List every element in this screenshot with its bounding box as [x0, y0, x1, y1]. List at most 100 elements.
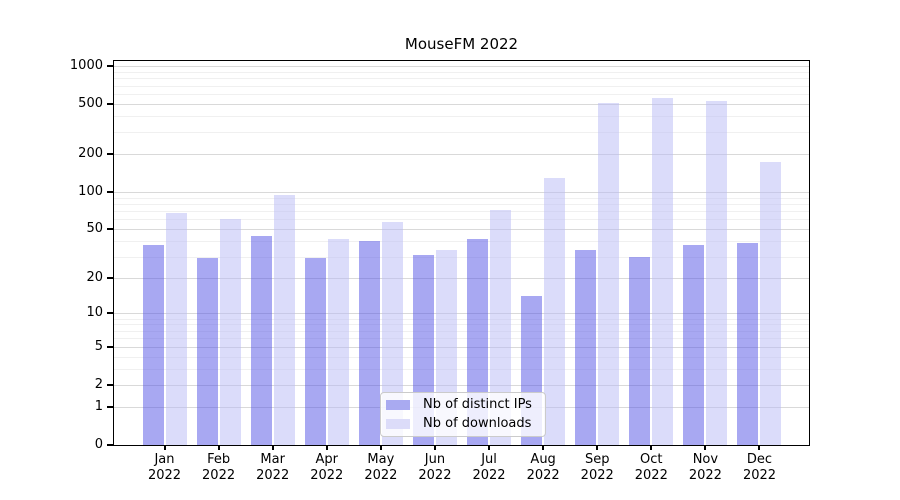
- gridline-minor: [114, 324, 809, 326]
- legend-swatch-ips: [386, 400, 410, 411]
- x-tick-label: Mar 2022: [256, 452, 290, 483]
- gridline-minor: [114, 256, 809, 258]
- y-tick-mark: [107, 228, 114, 231]
- y-tick-label: 1000: [69, 58, 103, 73]
- gridline-major: [114, 313, 809, 315]
- bar-downloads: [490, 209, 512, 445]
- bar-distinct-ips: [250, 236, 272, 445]
- legend-entry-distinct-ips: Nb of distinct IPs: [386, 397, 539, 413]
- bar-downloads: [652, 98, 674, 445]
- y-tick-label: 100: [78, 183, 103, 199]
- y-tick-label: 5: [94, 338, 103, 354]
- y-tick-mark: [107, 190, 114, 193]
- bar-distinct-ips: [737, 242, 759, 445]
- x-tick-label: Jul 2022: [472, 452, 506, 483]
- bar-distinct-ips: [629, 256, 651, 445]
- bar-downloads: [219, 219, 241, 445]
- y-tick-label: 200: [78, 146, 103, 162]
- legend-label-downloads: Nb of downloads: [423, 415, 532, 431]
- x-tick-mark: [758, 446, 761, 450]
- x-tick-mark: [325, 446, 328, 450]
- gridline-minor: [114, 219, 809, 221]
- x-tick-label: May 2022: [364, 452, 398, 483]
- y-tick-mark: [107, 405, 114, 408]
- bar-downloads: [165, 212, 187, 445]
- gridline-major: [114, 66, 809, 67]
- gridline-minor: [114, 203, 809, 205]
- gridline-major: [114, 346, 809, 348]
- gridline-minor: [114, 211, 809, 213]
- y-tick-label: 50: [86, 221, 103, 237]
- legend-entry-downloads: Nb of downloads: [386, 416, 539, 432]
- y-tick-mark: [107, 276, 114, 279]
- bar-distinct-ips: [683, 245, 705, 445]
- y-tick-mark: [107, 312, 114, 315]
- y-tick-mark: [107, 383, 114, 386]
- gridline-minor: [114, 71, 809, 73]
- legend-label-ips: Nb of distinct IPs: [423, 397, 532, 413]
- bar-downloads: [273, 194, 295, 445]
- bar-downloads: [327, 238, 349, 445]
- gridline-minor: [114, 116, 809, 118]
- legend: Nb of distinct IPs Nb of downloads: [380, 392, 546, 437]
- gridline-major: [114, 103, 809, 105]
- bar-downloads: [381, 222, 403, 445]
- bar-downloads: [598, 102, 620, 445]
- x-tick-mark: [217, 446, 220, 450]
- bar-distinct-ips: [304, 258, 326, 445]
- y-tick-label: 1: [94, 398, 103, 414]
- gridline-major: [114, 384, 809, 386]
- gridline-minor: [114, 338, 809, 340]
- x-tick-label: Feb 2022: [202, 452, 236, 483]
- y-tick-label: 2: [94, 376, 103, 392]
- gridline-minor: [114, 241, 809, 243]
- gridline-major: [114, 229, 809, 231]
- bar-distinct-ips: [575, 249, 597, 445]
- bar-downloads: [706, 100, 728, 445]
- x-tick-label: Aug 2022: [526, 452, 560, 483]
- gridline-minor: [114, 197, 809, 199]
- x-tick-mark: [379, 446, 382, 450]
- bar-distinct-ips: [358, 241, 380, 445]
- gridline-minor: [114, 131, 809, 133]
- bar-downloads: [544, 177, 566, 445]
- bar-distinct-ips: [196, 258, 218, 445]
- y-tick-mark: [107, 65, 114, 67]
- gridline-minor: [114, 85, 809, 87]
- y-tick-label: 0: [94, 437, 103, 452]
- x-tick-mark: [488, 446, 491, 450]
- x-tick-label: Apr 2022: [310, 452, 344, 483]
- y-tick-label: 10: [86, 305, 103, 321]
- x-tick-label: Nov 2022: [688, 452, 722, 483]
- y-tick-mark: [107, 102, 114, 105]
- legend-swatch-downloads: [386, 418, 410, 429]
- gridline-minor: [114, 93, 809, 95]
- x-tick-mark: [433, 446, 436, 450]
- y-tick-label: 20: [86, 269, 103, 285]
- bar-downloads: [760, 161, 782, 445]
- y-tick-mark: [107, 345, 114, 348]
- x-tick-mark: [163, 446, 166, 450]
- x-tick-mark: [596, 446, 599, 450]
- plot-area: [113, 60, 810, 446]
- x-tick-label: Sep 2022: [580, 452, 614, 483]
- gridline-minor: [114, 330, 809, 332]
- x-tick-mark: [704, 446, 707, 450]
- x-tick-label: Oct 2022: [634, 452, 668, 483]
- y-tick-mark: [107, 153, 114, 156]
- gridline-minor: [114, 318, 809, 320]
- gridline-minor: [114, 368, 809, 370]
- x-tick-label: Jun 2022: [418, 452, 452, 483]
- y-tick-label: 500: [78, 95, 103, 111]
- x-tick-mark: [650, 446, 653, 450]
- gridline-major: [114, 277, 809, 279]
- x-tick-label: Jan 2022: [147, 452, 182, 483]
- x-tick-mark: [542, 446, 545, 450]
- gridline-minor: [114, 356, 809, 358]
- gridline-major: [114, 191, 809, 193]
- y-tick-mark: [107, 444, 114, 446]
- gridline-major: [114, 154, 809, 156]
- x-tick-label: Dec 2022: [742, 452, 777, 483]
- chart-title: MouseFM 2022: [404, 35, 519, 53]
